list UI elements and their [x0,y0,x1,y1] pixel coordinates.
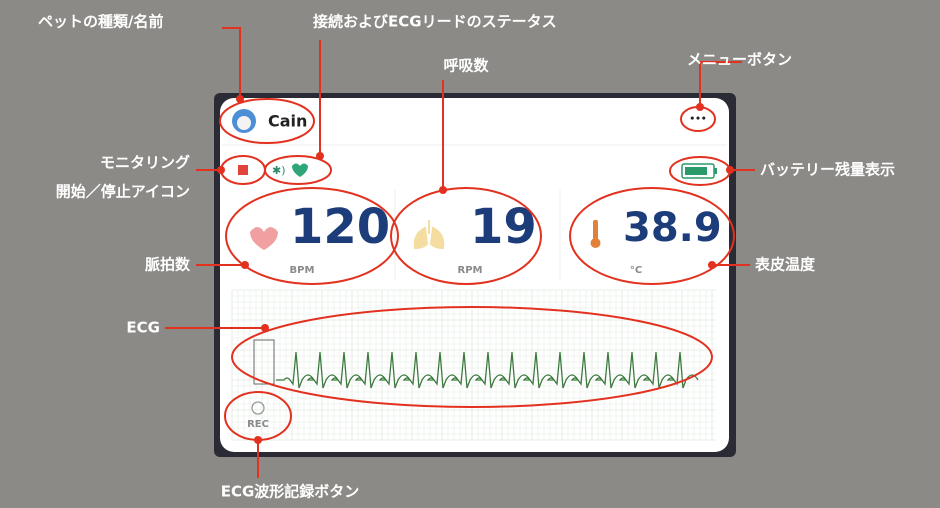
annotation-label: メニューボタン [687,51,792,69]
annotation-label: 開始／停止アイコン [56,183,190,201]
bluetooth-icon: ✱) [272,164,286,177]
page: Cain ••• ✱) 120 BPM 19 RPM 38.9 °C REC [0,0,940,508]
menu-button[interactable]: ••• [689,115,706,125]
annotation-label: 呼吸数 [443,57,489,75]
battery-level [685,167,707,175]
respiration-unit: RPM [458,265,483,276]
thermometer-icon [593,220,598,240]
annotation-label: モニタリング [100,154,190,172]
thermometer-bulb [591,238,601,248]
pulse-unit: BPM [290,265,315,276]
temperature-value: 38.9 [623,205,722,251]
temperature-unit: °C [630,265,642,276]
pet-name: Cain [268,112,307,131]
annotation-label: ペットの種類/名前 [38,13,163,31]
annotation-label: ECG波形記録ボタン [221,483,360,501]
annotation-label: 表皮温度 [755,256,816,274]
pet-avatar-face [237,116,251,130]
annotation-label: 接続およびECGリードのステータス [313,13,557,31]
annotation-label: 脈拍数 [145,256,191,274]
annotation-label: バッテリー残量表示 [760,161,895,179]
pulse-value: 120 [290,199,390,255]
annotation-label: ECG [126,319,160,337]
stop-icon[interactable] [238,165,248,175]
screenshot: Cain ••• ✱) 120 BPM 19 RPM 38.9 °C REC [0,0,940,508]
rec-label[interactable]: REC [247,419,269,430]
battery-tip [714,168,717,174]
